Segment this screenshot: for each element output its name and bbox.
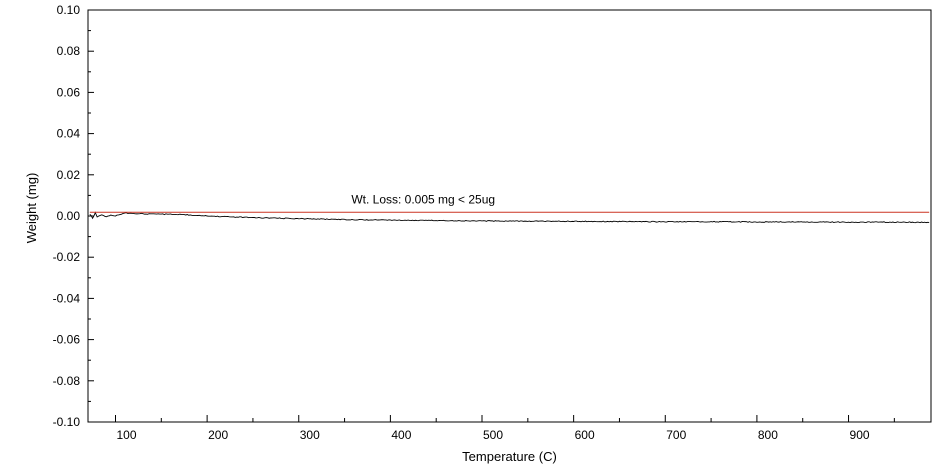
marks-layer (89, 211, 930, 224)
weight-loss-annotation: Wt. Loss: 0.005 mg < 25ug (351, 193, 495, 207)
y-tick-label: 0.02 (57, 168, 81, 182)
y-axis-title: Weight (mg) (24, 173, 39, 244)
y-tick-label: 0.06 (57, 85, 81, 99)
y-tick-label: 0.10 (57, 3, 81, 17)
y-axis: 0.10 0.08 0.06 0.04 0.02 0.00 -0.02 -0.04 -0.06 -… (53, 3, 94, 429)
x-tick-label: 400 (391, 428, 411, 442)
x-tick-label: 900 (850, 428, 870, 442)
y-tick-label: -0.04 (53, 291, 81, 305)
x-tick-label: 600 (575, 428, 595, 442)
y-tick-label: -0.02 (53, 250, 81, 264)
weight-trace-line (89, 211, 930, 224)
y-tick-label: 0.08 (57, 44, 81, 58)
x-axis-title: Temperature (C) (462, 449, 557, 464)
x-tick-label: 200 (208, 428, 228, 442)
y-tick-label: -0.10 (53, 415, 81, 429)
x-tick-label: 300 (300, 428, 320, 442)
y-tick-label: -0.08 (53, 374, 81, 388)
x-tick-label: 800 (758, 428, 778, 442)
y-tick-label: -0.06 (53, 333, 81, 347)
x-tick-label: 700 (666, 428, 686, 442)
x-axis: 100 200 300 400 500 600 700 800 900 (114, 415, 895, 442)
y-tick-label: 0.00 (57, 209, 81, 223)
y-tick-label: 0.04 (57, 127, 81, 141)
x-tick-label: 500 (483, 428, 503, 442)
x-tick-label: 100 (116, 428, 136, 442)
